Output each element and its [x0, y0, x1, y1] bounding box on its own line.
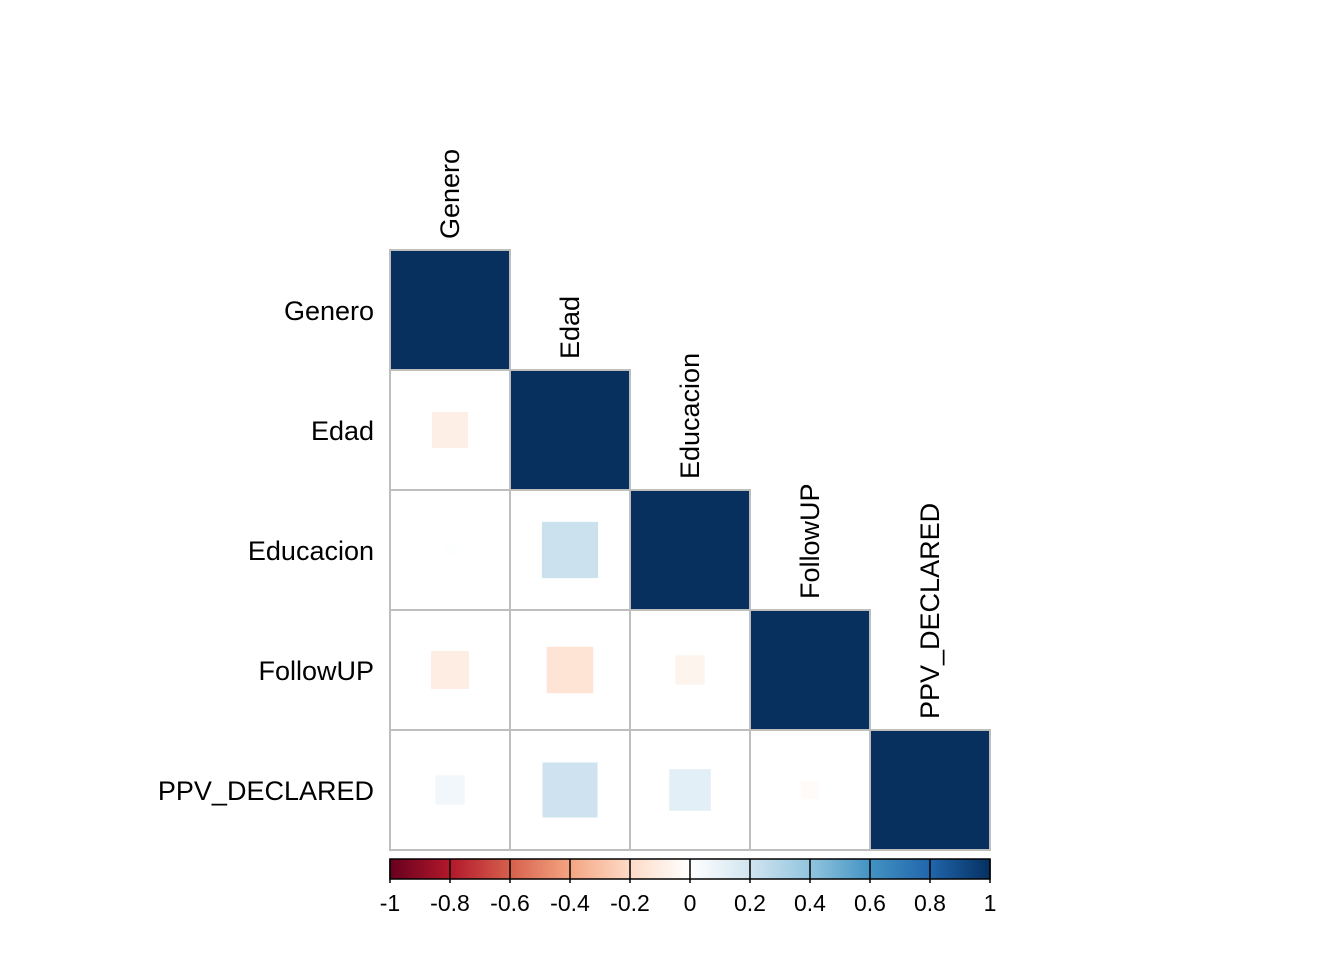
colorbar-tick-label: -0.2 — [610, 890, 650, 916]
column-label-Edad: Edad — [555, 296, 585, 359]
colorbar-tick-label: 0 — [684, 890, 697, 916]
column-labels: Genero Edad Educacion FollowUP PPV_DECLARED — [435, 149, 945, 719]
colorbar-tick-label: 0.8 — [914, 890, 946, 916]
cell-Edad-Edad — [510, 370, 630, 490]
colorbar-tick-label: 0.6 — [854, 890, 886, 916]
cell-FollowUP-Genero — [431, 651, 469, 689]
colorbar-tick-label: 0.2 — [734, 890, 766, 916]
cell-PPV_DECLARED-Genero — [435, 775, 465, 805]
column-label-Genero: Genero — [435, 149, 465, 239]
colorbar: -1 -0.8 -0.6 -0.4 -0.2 0 0.2 0.4 0.6 0.8 1 — [380, 858, 997, 916]
cell-Genero-Genero — [390, 250, 510, 370]
matrix-gridlines — [389, 249, 991, 851]
colorbar-tick-label: -0.8 — [430, 890, 470, 916]
cell-PPV_DECLARED-Educacion — [669, 769, 711, 811]
cell-PPV_DECLARED-Edad — [542, 762, 598, 818]
column-label-FollowUP: FollowUP — [795, 483, 825, 599]
colorbar-tick-label: -1 — [380, 890, 400, 916]
cell-Educacion-Educacion — [630, 490, 750, 610]
cell-FollowUP-FollowUP — [750, 610, 870, 730]
cell-Educacion-Genero — [444, 544, 456, 556]
colorbar-tick-label: -0.4 — [550, 890, 590, 916]
cell-FollowUP-Edad — [546, 646, 594, 694]
column-label-Educacion: Educacion — [675, 353, 705, 479]
row-label-Edad: Edad — [311, 416, 374, 446]
cell-Edad-Genero — [432, 412, 468, 448]
colorbar-tick-label: 1 — [984, 890, 997, 916]
colorbar-tick-label: -0.6 — [490, 890, 530, 916]
row-label-Genero: Genero — [284, 296, 374, 326]
gridcell-PPV_DECLARED-PPV_DECLARED — [869, 729, 991, 851]
row-label-Educacion: Educacion — [248, 536, 374, 566]
column-label-PPV_DECLARED: PPV_DECLARED — [915, 503, 945, 719]
cell-FollowUP-Educacion — [675, 655, 705, 685]
cell-Educacion-Edad — [541, 521, 599, 579]
matrix-cells — [390, 250, 990, 850]
row-labels: Genero Edad Educacion FollowUP PPV_DECLARED — [158, 296, 374, 806]
row-label-FollowUP: FollowUP — [258, 656, 374, 686]
cell-PPV_DECLARED-PPV_DECLARED — [870, 730, 990, 850]
colorbar-tick-label: 0.4 — [794, 890, 826, 916]
cell-PPV_DECLARED-FollowUP — [801, 781, 819, 799]
row-label-PPV_DECLARED: PPV_DECLARED — [158, 776, 374, 806]
